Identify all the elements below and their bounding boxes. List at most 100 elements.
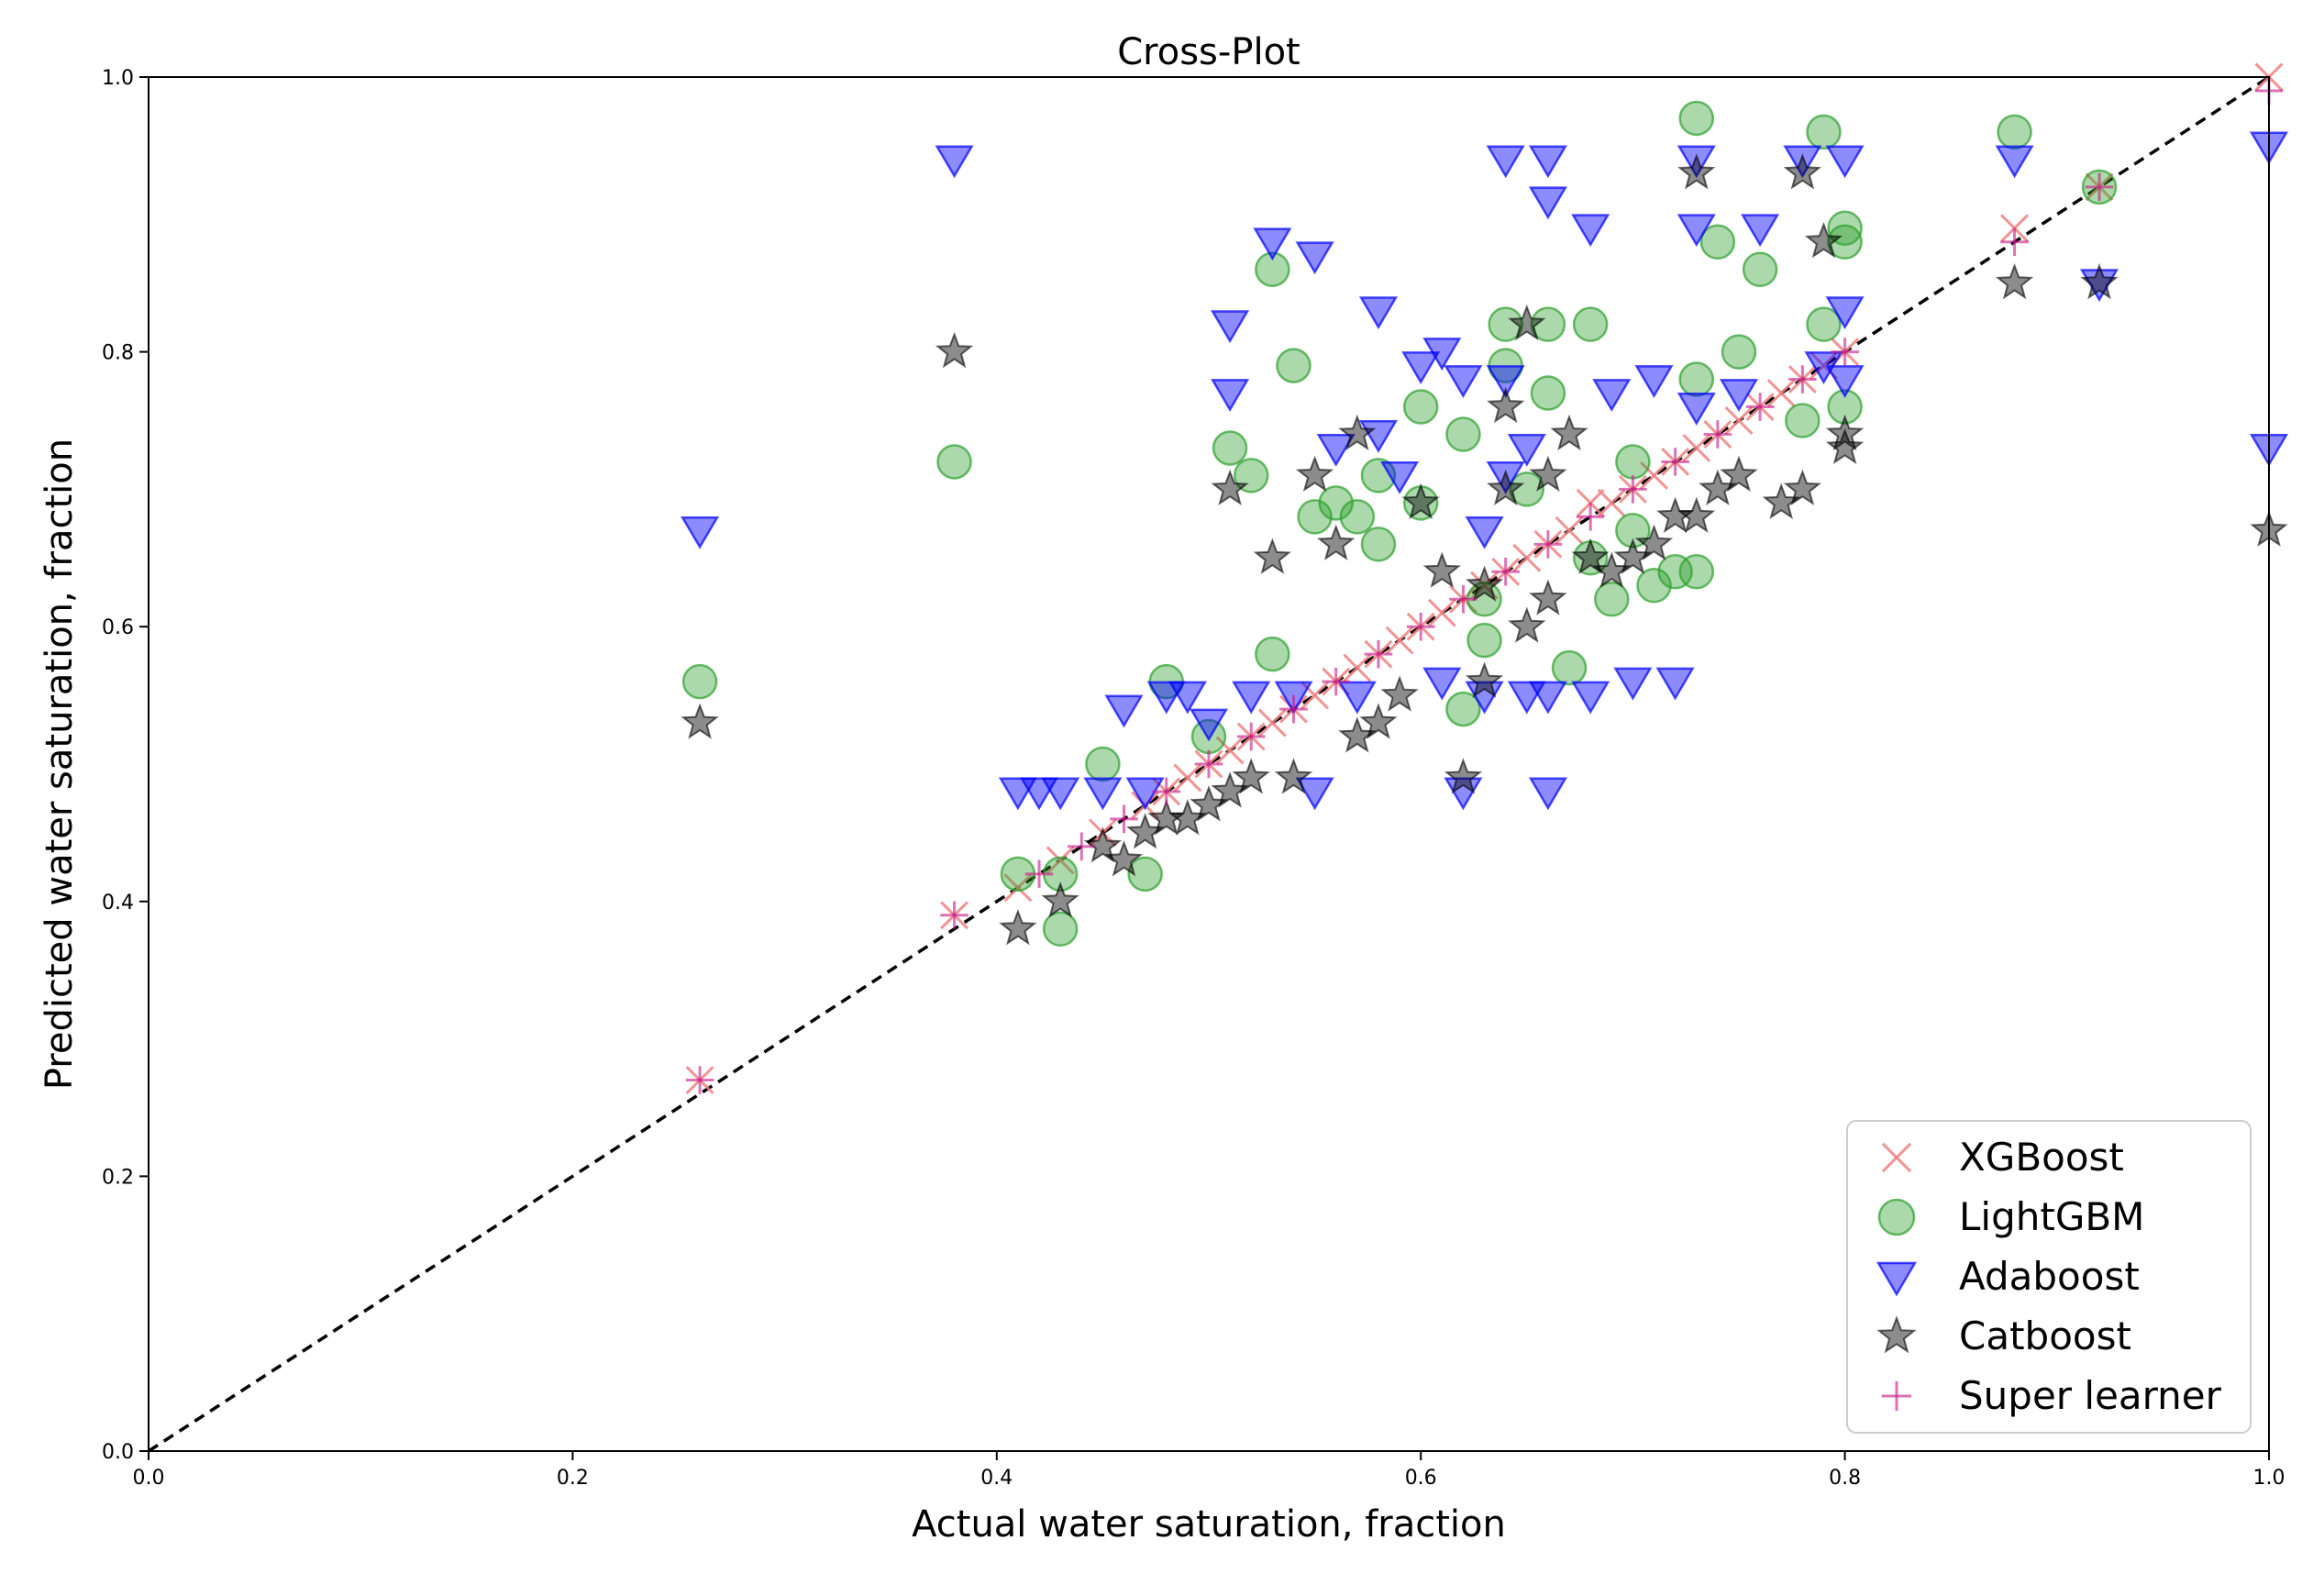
- xgboost-point: [1385, 626, 1414, 655]
- adaboost-point: [1995, 145, 2034, 179]
- catboost-point: [1274, 758, 1313, 794]
- super-learner-point: [1661, 448, 1689, 476]
- xgboost-point: [1257, 708, 1287, 737]
- y-tick-label: 0.2: [102, 1166, 134, 1189]
- xgboost-point: [1046, 846, 1075, 875]
- catboost-point: [1316, 524, 1356, 560]
- lightgbm-point: [1297, 499, 1333, 535]
- x-tick-label: 1.0: [2253, 1467, 2285, 1490]
- lightgbm-point: [1360, 458, 1397, 493]
- catboost-point: [1444, 758, 1483, 794]
- xgboost-point: [1597, 488, 1626, 517]
- super-learner-point: [1788, 365, 1817, 393]
- lightgbm-point: [1636, 568, 1672, 604]
- legend: XGBoost LightGBM Adaboost Catboost Super lea…: [1846, 1120, 2252, 1434]
- x-tick-label: 0.0: [133, 1467, 165, 1490]
- catboost-point: [1529, 455, 1567, 493]
- lightgbm-point: [1615, 444, 1651, 480]
- legend-marker-adaboost: [1876, 1261, 1918, 1297]
- adaboost-point: [1825, 296, 1865, 330]
- adaboost-point: [1571, 681, 1610, 715]
- super-learner-point: [1152, 777, 1181, 806]
- catboost-point: [1825, 427, 1865, 465]
- adaboost-point: [1825, 365, 1865, 398]
- adaboost-point: [681, 515, 720, 549]
- x-tick-label: 0.2: [557, 1467, 589, 1490]
- lightgbm-point: [1212, 430, 1248, 466]
- super-learner-point: [1322, 667, 1351, 696]
- catboost-point: [1677, 153, 1716, 190]
- super-learner-point: [2085, 172, 2114, 202]
- y-tick-label: 0.6: [102, 616, 134, 639]
- legend-label: Adaboost: [1959, 1254, 2140, 1299]
- super-learner-point: [1533, 530, 1563, 559]
- series-lightgbm: [681, 100, 2118, 948]
- series-adaboost: [681, 131, 2289, 811]
- catboost-point: [1783, 153, 1822, 190]
- super-learner-point: [1449, 584, 1477, 614]
- catboost-point: [1783, 469, 1822, 506]
- catboost-point: [1995, 262, 2034, 300]
- adaboost-point: [1358, 296, 1399, 330]
- chart-title: Cross-Plot: [1117, 31, 1300, 73]
- adaboost-point: [1168, 681, 1207, 715]
- catboost-point: [1486, 386, 1525, 424]
- lightgbm-point: [1572, 306, 1609, 342]
- super-learner-point: [1491, 557, 1520, 586]
- super-learner-point: [1024, 859, 1054, 889]
- y-tick-label: 0.0: [102, 1441, 134, 1464]
- legend-label: Super learner: [1959, 1373, 2222, 1418]
- adaboost-point: [1741, 214, 1780, 248]
- data-layer: [148, 62, 2289, 1453]
- lightgbm-point: [1678, 361, 1715, 397]
- plot-frame: [148, 76, 2270, 1452]
- adaboost-point: [1380, 460, 1420, 494]
- lightgbm-point: [1742, 251, 1778, 287]
- catboost-point: [1422, 551, 1462, 588]
- adaboost-point: [1104, 694, 1144, 728]
- y-axis-label: Predicted water saturation, fraction: [39, 438, 81, 1090]
- adaboost-point: [1125, 777, 1165, 811]
- adaboost-point: [935, 145, 974, 179]
- lightgbm-point: [1806, 306, 1842, 342]
- catboost-point: [1232, 758, 1270, 794]
- catboost-point: [1211, 469, 1249, 506]
- xgboost-point: [1512, 543, 1542, 572]
- lightgbm-point: [1827, 389, 1863, 425]
- adaboost-point: [1232, 681, 1271, 715]
- adaboost-point: [1528, 777, 1567, 811]
- catboost-point: [1720, 455, 1758, 493]
- y-tick-label: 0.8: [102, 342, 134, 365]
- catboost-point: [1083, 826, 1123, 863]
- catboost-point: [1550, 414, 1588, 451]
- adaboost-point: [1486, 460, 1525, 494]
- legend-label: Catboost: [1959, 1313, 2131, 1358]
- catboost-point: [1359, 703, 1398, 739]
- adaboost-point: [1613, 667, 1653, 701]
- super-learner-point: [1576, 503, 1605, 531]
- adaboost-point: [1211, 310, 1250, 344]
- xgboost-point: [1300, 681, 1330, 710]
- catboost-point: [1104, 840, 1144, 877]
- lightgbm-point: [1255, 636, 1290, 672]
- lightgbm-point: [1721, 334, 1757, 370]
- x-tick-label: 0.4: [980, 1467, 1013, 1490]
- super-learner-point: [1406, 612, 1435, 641]
- lightgbm-point: [1785, 403, 1820, 438]
- lightgbm-point: [1997, 114, 2032, 150]
- catboost-point: [1465, 661, 1504, 698]
- adaboost-point: [1528, 681, 1567, 715]
- adaboost-point: [1825, 145, 1865, 179]
- adaboost-point: [1571, 214, 1610, 248]
- catboost-point: [1380, 675, 1419, 712]
- series-catboost: [681, 153, 2288, 946]
- adaboost-point: [1253, 227, 1292, 261]
- xgboost-point: [1555, 515, 1584, 545]
- adaboost-point: [1337, 681, 1377, 715]
- super-learner-point: [685, 1066, 714, 1094]
- catboost-point: [935, 331, 974, 369]
- lightgbm-point: [1445, 691, 1481, 727]
- xgboost-point: [1766, 379, 1796, 408]
- adaboost-point: [1295, 777, 1334, 811]
- xgboost-point: [1682, 433, 1711, 462]
